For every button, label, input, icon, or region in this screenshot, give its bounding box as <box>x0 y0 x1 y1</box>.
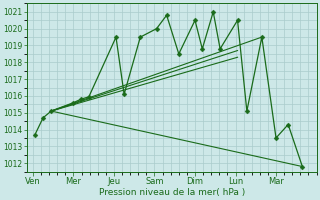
X-axis label: Pression niveau de la mer( hPa ): Pression niveau de la mer( hPa ) <box>99 188 245 197</box>
